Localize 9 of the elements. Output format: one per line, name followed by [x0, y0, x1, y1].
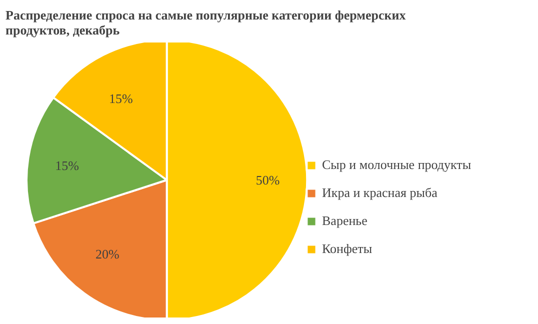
legend-label: Конфеты	[322, 241, 372, 257]
data-label: 15%	[109, 90, 134, 106]
data-label: 50%	[256, 172, 280, 188]
legend-label: Сыр и молочные продукты	[322, 157, 472, 173]
chart-title: Распределение спроса на самые популярные категории фермерских продуктов, декабрь	[6, 8, 406, 38]
legend-label: Варенье	[322, 213, 368, 229]
legend-label: Икра и красная рыба	[322, 185, 438, 201]
data-label: 15%	[55, 158, 80, 174]
data-label: 20%	[96, 246, 120, 262]
